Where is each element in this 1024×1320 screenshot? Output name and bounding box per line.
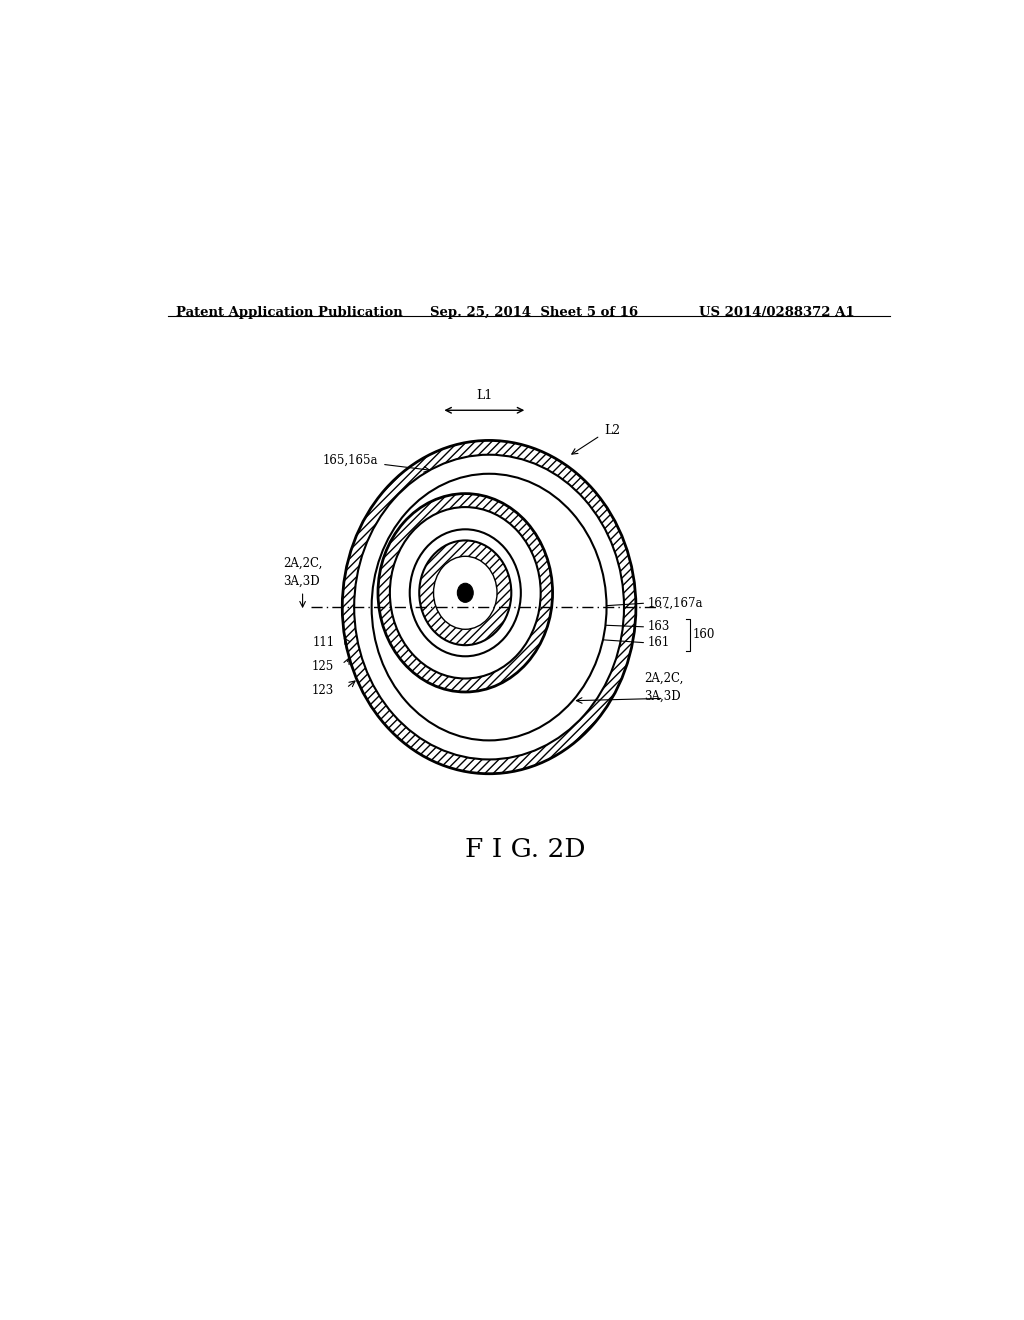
Text: 163: 163 [648,620,670,634]
Text: 2A,2C,: 2A,2C, [283,557,323,570]
Ellipse shape [410,529,521,656]
Ellipse shape [390,507,541,678]
Text: US 2014/0288372 A1: US 2014/0288372 A1 [699,305,855,318]
Text: 3A,3D: 3A,3D [644,689,681,702]
Text: 160: 160 [692,628,715,642]
Text: L1: L1 [476,389,493,403]
Ellipse shape [433,556,497,630]
Text: 111: 111 [312,636,334,649]
Text: 3A,3D: 3A,3D [283,574,319,587]
Ellipse shape [458,583,473,602]
Text: 167,167a: 167,167a [648,597,703,610]
Text: 123: 123 [312,684,334,697]
Text: 165,165a: 165,165a [323,454,378,467]
Text: 2A,2C,: 2A,2C, [644,672,683,685]
Text: F I G. 2D: F I G. 2D [465,837,585,862]
Ellipse shape [342,441,636,774]
Text: Sep. 25, 2014  Sheet 5 of 16: Sep. 25, 2014 Sheet 5 of 16 [430,305,638,318]
Ellipse shape [372,474,606,741]
Text: Patent Application Publication: Patent Application Publication [176,305,402,318]
Text: L2: L2 [604,425,621,437]
Ellipse shape [354,454,624,759]
Ellipse shape [378,494,553,692]
Ellipse shape [419,540,511,645]
Text: 161: 161 [648,636,670,649]
Text: 125: 125 [312,660,334,673]
